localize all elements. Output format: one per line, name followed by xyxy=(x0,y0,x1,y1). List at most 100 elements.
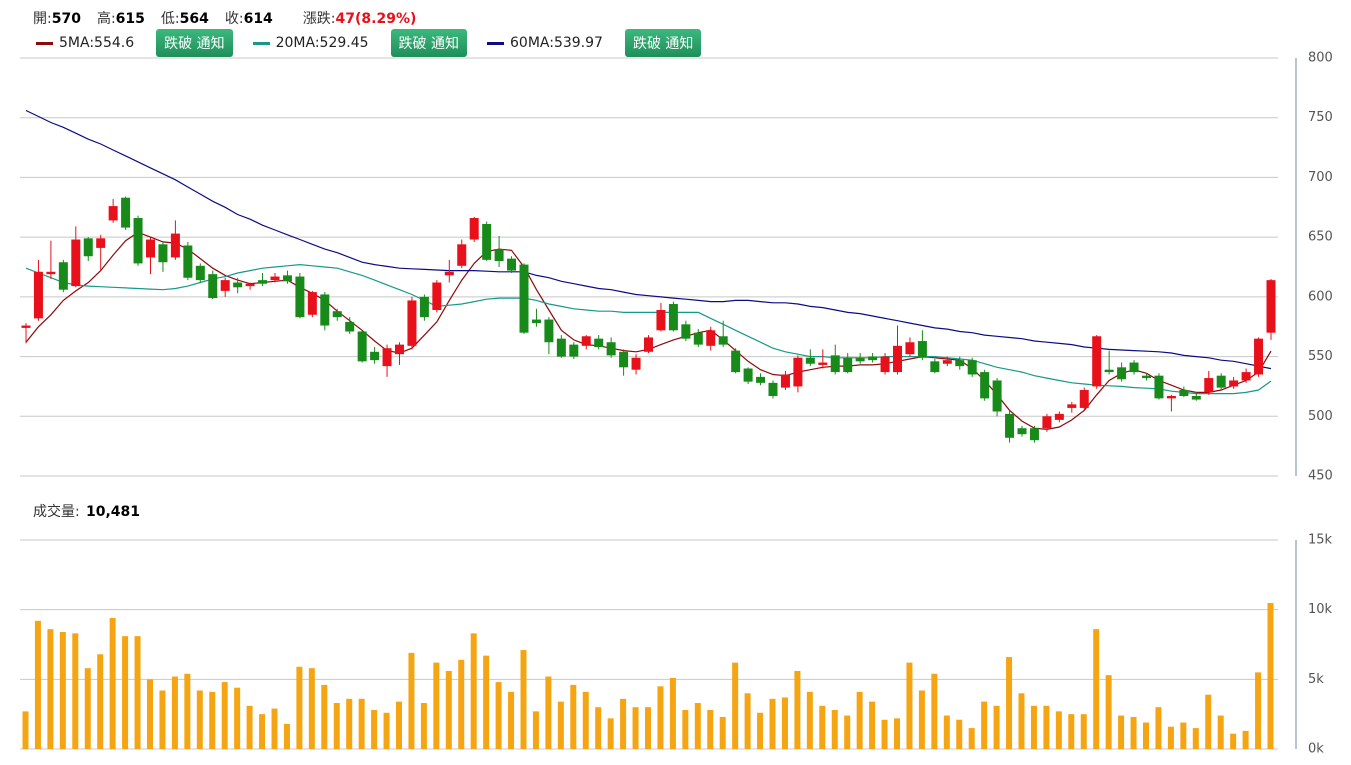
volume-bar xyxy=(918,690,925,749)
volume-bar xyxy=(159,690,166,749)
volume-bar xyxy=(831,709,838,749)
volume-bar xyxy=(931,673,938,749)
y-tick-label: 10k xyxy=(1308,602,1333,617)
volume-bar xyxy=(184,673,191,749)
candle-body xyxy=(942,360,952,364)
volume-bar xyxy=(744,693,751,749)
candle-body xyxy=(1204,378,1214,393)
volume-bar xyxy=(22,711,29,749)
candle-body xyxy=(33,271,43,319)
volume-bar xyxy=(794,670,801,749)
candle-body xyxy=(183,245,193,278)
candle-body xyxy=(893,345,902,373)
candle-body xyxy=(855,357,865,362)
candle-body xyxy=(1216,375,1226,388)
ma-line xyxy=(25,109,1272,370)
candle-body xyxy=(668,304,678,331)
candle-body xyxy=(482,224,492,260)
candle-body xyxy=(980,372,990,399)
volume-bar xyxy=(869,701,876,749)
volume-bar xyxy=(645,707,651,749)
candle-body xyxy=(133,218,143,264)
candle-body xyxy=(195,265,205,281)
candle-body xyxy=(1067,404,1077,408)
volume-bar xyxy=(1230,733,1237,749)
candle-body xyxy=(357,331,367,362)
candle-body xyxy=(258,280,268,284)
volume-bar xyxy=(682,709,689,749)
candle-body xyxy=(71,239,81,287)
volume-bar xyxy=(333,703,340,749)
volume-bar xyxy=(757,712,764,749)
volume-bar xyxy=(296,666,303,749)
candle-body xyxy=(930,361,940,373)
y-tick-label: 700 xyxy=(1308,170,1333,185)
volume-bar xyxy=(171,676,178,749)
summary-item: 漲跌:47(8.29%) xyxy=(303,8,417,28)
volume-bar xyxy=(1055,711,1062,749)
alert-button[interactable]: 跌破 通知 xyxy=(624,29,702,57)
candle-body xyxy=(494,249,504,262)
summary-value: 47(8.29%) xyxy=(335,11,417,27)
y-tick-label: 0k xyxy=(1308,742,1324,757)
candle-body xyxy=(83,238,93,257)
candle-body xyxy=(594,338,604,348)
candle-body xyxy=(395,344,404,355)
candle-body xyxy=(307,292,317,315)
y-tick-label: 500 xyxy=(1308,409,1333,424)
volume-bar xyxy=(570,684,577,749)
volume-bar xyxy=(981,701,988,749)
volume-bar xyxy=(844,715,851,749)
candle-body xyxy=(693,332,703,345)
volume-bar xyxy=(408,652,415,749)
volume-bar xyxy=(806,691,813,749)
volume-bar xyxy=(1180,722,1187,749)
volume-bar xyxy=(84,668,91,749)
volume-bar xyxy=(1068,714,1075,749)
legend-name: 20MA: xyxy=(275,35,320,51)
volume-bar xyxy=(47,629,54,749)
candle-body xyxy=(233,282,243,288)
y-tick-label: 600 xyxy=(1308,289,1333,304)
candle-body xyxy=(295,276,305,318)
legend-swatch xyxy=(252,41,270,45)
legend-value: 539.97 xyxy=(553,35,603,51)
volume-bar xyxy=(894,718,900,749)
volume-bar xyxy=(632,707,639,749)
candle-body xyxy=(345,321,355,332)
candle-body xyxy=(569,344,579,357)
candle-body xyxy=(469,218,479,240)
alert-button[interactable]: 跌破 通知 xyxy=(156,29,233,57)
candle-body xyxy=(146,239,155,258)
summary-item: 收:614 xyxy=(225,8,273,28)
volume-bar xyxy=(59,631,66,749)
volume-bar xyxy=(470,633,477,749)
candle-body xyxy=(780,374,790,388)
volume-bar xyxy=(72,633,79,749)
volume-bar xyxy=(557,701,564,749)
candle-body xyxy=(793,357,803,387)
summary-item: 開:570 xyxy=(33,8,81,28)
candle-body xyxy=(556,338,566,357)
volume-bar xyxy=(371,709,378,749)
volume-bar xyxy=(906,662,913,749)
volume-bar xyxy=(856,691,863,749)
volume-bar xyxy=(1167,726,1174,749)
summary-label: 開: xyxy=(33,11,52,27)
candle-body xyxy=(1154,375,1164,399)
volume-bar xyxy=(147,679,153,749)
candle-body xyxy=(681,324,691,339)
alert-button[interactable]: 跌破 通知 xyxy=(390,29,467,57)
volume-bar xyxy=(1043,705,1050,749)
volume-bar xyxy=(669,677,676,749)
volume-bar xyxy=(1006,657,1013,749)
y-tick-label: 5k xyxy=(1308,672,1324,687)
volume-bar xyxy=(109,618,116,749)
volume-bar xyxy=(781,697,788,749)
volume-label: 成交量: xyxy=(33,503,80,520)
candle-body xyxy=(1017,428,1027,435)
volume-bar xyxy=(1155,707,1162,749)
volume-bar xyxy=(495,682,502,749)
candle-body xyxy=(917,341,927,358)
volume-bar xyxy=(396,701,402,749)
